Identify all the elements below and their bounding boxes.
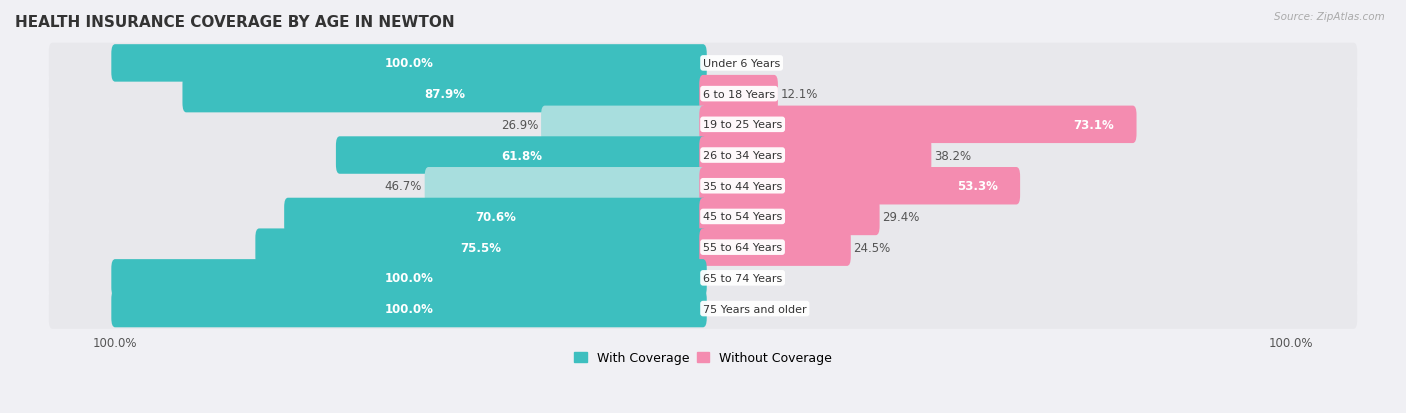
Text: 87.9%: 87.9%	[425, 88, 465, 101]
Text: 38.2%: 38.2%	[934, 149, 972, 162]
FancyBboxPatch shape	[49, 135, 1357, 176]
FancyBboxPatch shape	[49, 74, 1357, 115]
Text: 73.1%: 73.1%	[1073, 119, 1114, 131]
Text: 26.9%: 26.9%	[501, 119, 538, 131]
Text: 26 to 34 Years: 26 to 34 Years	[703, 151, 782, 161]
Text: Source: ZipAtlas.com: Source: ZipAtlas.com	[1274, 12, 1385, 22]
FancyBboxPatch shape	[111, 45, 707, 83]
FancyBboxPatch shape	[49, 258, 1357, 299]
Text: 46.7%: 46.7%	[385, 180, 422, 193]
FancyBboxPatch shape	[699, 198, 880, 235]
Text: 100.0%: 100.0%	[385, 57, 433, 70]
FancyBboxPatch shape	[699, 137, 931, 174]
Legend: With Coverage, Without Coverage: With Coverage, Without Coverage	[569, 346, 837, 369]
FancyBboxPatch shape	[49, 289, 1357, 329]
FancyBboxPatch shape	[111, 259, 707, 297]
Text: 100.0%: 100.0%	[385, 272, 433, 285]
FancyBboxPatch shape	[256, 229, 707, 266]
Text: Under 6 Years: Under 6 Years	[703, 59, 780, 69]
FancyBboxPatch shape	[425, 168, 707, 205]
FancyBboxPatch shape	[541, 106, 707, 144]
Text: 12.1%: 12.1%	[780, 88, 818, 101]
FancyBboxPatch shape	[336, 137, 707, 174]
FancyBboxPatch shape	[699, 229, 851, 266]
Text: 75 Years and older: 75 Years and older	[703, 304, 807, 314]
FancyBboxPatch shape	[699, 106, 1136, 144]
FancyBboxPatch shape	[183, 76, 707, 113]
Text: 100.0%: 100.0%	[385, 302, 433, 315]
FancyBboxPatch shape	[284, 198, 707, 235]
FancyBboxPatch shape	[699, 168, 1021, 205]
Text: 24.5%: 24.5%	[853, 241, 890, 254]
Text: 6 to 18 Years: 6 to 18 Years	[703, 89, 775, 100]
Text: 19 to 25 Years: 19 to 25 Years	[703, 120, 782, 130]
Text: 61.8%: 61.8%	[501, 149, 541, 162]
FancyBboxPatch shape	[49, 43, 1357, 84]
FancyBboxPatch shape	[699, 76, 778, 113]
FancyBboxPatch shape	[49, 166, 1357, 206]
FancyBboxPatch shape	[111, 290, 707, 328]
Text: 55 to 64 Years: 55 to 64 Years	[703, 242, 782, 252]
Text: 75.5%: 75.5%	[461, 241, 502, 254]
Text: HEALTH INSURANCE COVERAGE BY AGE IN NEWTON: HEALTH INSURANCE COVERAGE BY AGE IN NEWT…	[15, 15, 454, 30]
Text: 45 to 54 Years: 45 to 54 Years	[703, 212, 782, 222]
FancyBboxPatch shape	[49, 197, 1357, 237]
FancyBboxPatch shape	[49, 105, 1357, 145]
Text: 29.4%: 29.4%	[882, 211, 920, 223]
Text: 53.3%: 53.3%	[956, 180, 998, 193]
Text: 70.6%: 70.6%	[475, 211, 516, 223]
Text: 65 to 74 Years: 65 to 74 Years	[703, 273, 782, 283]
Text: 35 to 44 Years: 35 to 44 Years	[703, 181, 782, 191]
FancyBboxPatch shape	[49, 227, 1357, 268]
